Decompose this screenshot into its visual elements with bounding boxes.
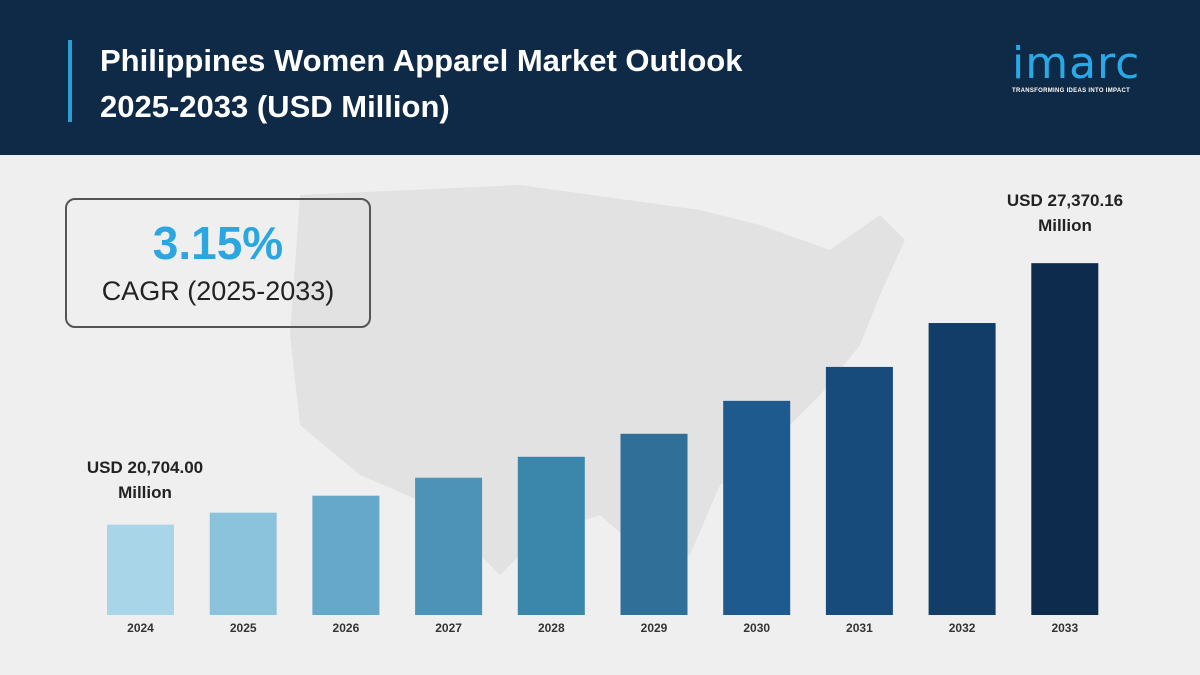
title-accent-bar [68,40,72,122]
x-tick-label: 2028 [538,621,565,635]
cagr-value: 3.15% [152,217,284,269]
x-tick-label: 2030 [743,621,770,635]
bar-2024 [107,524,174,615]
bar-2025 [209,512,277,615]
bar-2029 [620,433,688,615]
title-line-2: 2025-2033 (USD Million) [100,89,450,124]
x-tick-label: 2032 [949,621,976,635]
x-tick-label: 2024 [127,621,154,635]
x-tick-label: 2033 [1051,621,1078,635]
annotation-value: USD 20,704.00 [86,458,204,477]
bar-2026 [312,495,380,615]
bar-2027 [415,477,483,615]
bar-2032 [928,323,996,615]
cagr-label: CAGR (2025-2033) [101,276,335,306]
annotation-unit: Million [1038,216,1092,235]
x-tick-label: 2026 [333,621,360,635]
logo-word: imarc [1012,38,1141,89]
bar-2028 [517,456,585,615]
map-silhouette [290,185,905,575]
annotation-value: USD 27,370.16 [1006,191,1124,210]
annotation-2024: USD 20,704.00 Million [50,455,240,505]
annotation-2033: USD 27,370.16 Million [970,188,1160,238]
x-tick-label: 2025 [230,621,257,635]
bar-2031 [825,366,893,615]
x-tick-label: 2027 [435,621,462,635]
x-tick-label: 2029 [641,621,668,635]
imarc-logo: imarc TRANSFORMING IDEAS INTO IMPACT [1012,38,1164,95]
cagr-box: 3.15% CAGR (2025-2033) [65,198,371,328]
title-line-1: Philippines Women Apparel Market Outlook [100,43,743,78]
logo-tagline: TRANSFORMING IDEAS INTO IMPACT [1012,88,1131,94]
bar-2033 [1031,263,1099,615]
header: Philippines Women Apparel Market Outlook… [0,0,1200,155]
bar-2030 [723,400,791,615]
annotation-unit: Million [118,483,172,502]
page-title: Philippines Women Apparel Market Outlook… [100,38,742,130]
x-tick-label: 2031 [846,621,873,635]
